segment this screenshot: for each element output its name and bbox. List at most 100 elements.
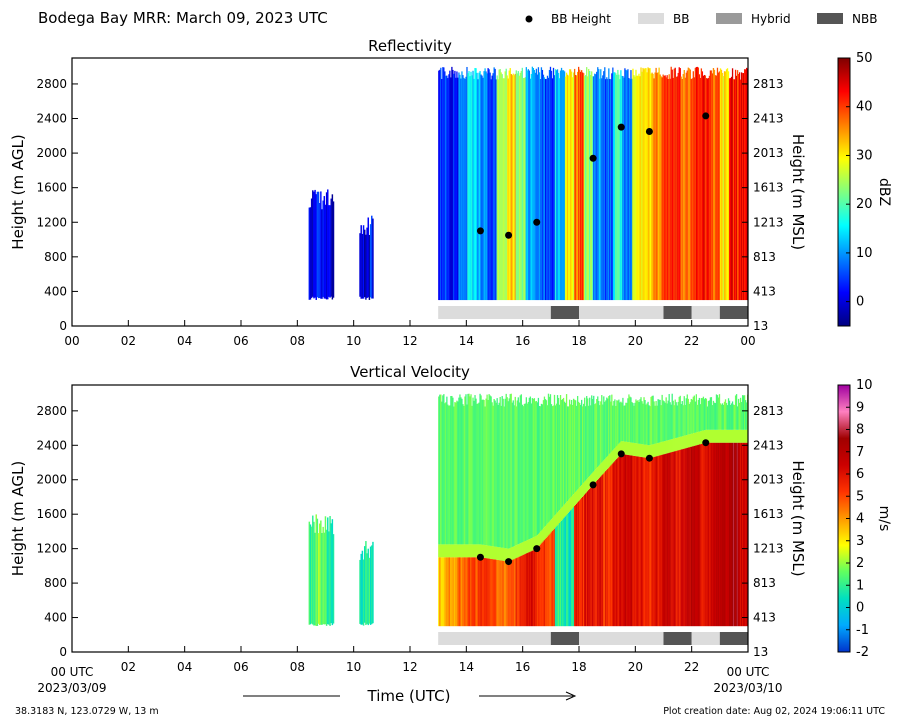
vv-cell — [623, 454, 625, 627]
vv-cell — [729, 442, 732, 627]
vv-cell — [728, 400, 731, 430]
vv-cell — [639, 443, 641, 457]
vv-cell — [497, 404, 499, 548]
echo-cell — [325, 529, 328, 626]
echo-cell — [731, 68, 734, 301]
vv-cell — [552, 405, 555, 517]
vv-cell — [543, 396, 546, 528]
vv-cell — [473, 400, 475, 545]
vv-cell — [538, 545, 541, 627]
vv-cell — [556, 512, 559, 526]
vv-cell — [511, 559, 513, 627]
legend: BB Height BB Hybrid NBB — [525, 12, 877, 26]
echo-cell — [546, 75, 549, 301]
vv-cell — [718, 394, 721, 430]
vv-cell — [456, 557, 458, 627]
vv-cell — [541, 529, 544, 543]
echo-cell — [444, 71, 446, 301]
vv-cell — [721, 442, 724, 627]
vv-cell — [641, 401, 643, 445]
vv-cell — [582, 496, 584, 627]
echo-cell — [535, 68, 538, 301]
vv-cell — [577, 488, 580, 502]
echo-cell — [540, 67, 543, 301]
echo-cell — [457, 77, 459, 301]
vv-cell — [600, 463, 602, 477]
vv-cell — [636, 456, 638, 627]
vv-cell — [559, 508, 562, 522]
echo-cell — [709, 70, 712, 301]
vv-cell — [497, 547, 499, 560]
echo-cell — [683, 70, 685, 301]
vv-cell — [555, 403, 558, 514]
vv-cell — [623, 405, 625, 442]
vv-cell — [461, 557, 463, 627]
vv-cell — [674, 438, 676, 452]
echo-cell — [624, 68, 626, 301]
echo-cell — [310, 198, 313, 298]
vv-cell — [561, 506, 564, 520]
echo-cell — [637, 75, 639, 301]
vv-cell — [498, 560, 500, 627]
vv-cell — [678, 396, 680, 438]
vv-cell — [697, 444, 700, 627]
vv-cell — [743, 442, 746, 627]
y-right-tick-label: 1213 — [753, 542, 784, 556]
echo-cell — [634, 76, 636, 301]
x-tick-label: 14 — [459, 334, 474, 348]
echo-cell — [309, 524, 312, 625]
vv-cell — [534, 536, 537, 550]
vv-cell — [472, 544, 474, 558]
vv-cell — [532, 398, 535, 538]
vv-cell — [467, 557, 469, 627]
echo-cell — [686, 70, 688, 301]
echo-cell — [733, 79, 736, 301]
vv-cell — [581, 485, 583, 498]
vv-cell — [535, 535, 538, 549]
echo-cell — [595, 74, 597, 301]
vv-cell — [696, 404, 699, 433]
echo-cell — [704, 75, 707, 301]
vv-cell — [488, 545, 490, 559]
vv-cell — [584, 494, 586, 627]
vv-cell — [726, 442, 729, 627]
y-tick-label: 2400 — [36, 438, 67, 452]
vv-cell — [646, 403, 648, 445]
vv-cell — [702, 396, 705, 431]
echo-cell — [454, 70, 456, 301]
echo-cell — [362, 225, 365, 299]
vv-cell — [521, 542, 523, 556]
vv-cell — [477, 544, 479, 558]
vv-cell — [684, 448, 686, 627]
vv-cell — [451, 544, 453, 558]
echo-cell — [576, 71, 579, 301]
vv-cell — [659, 442, 661, 456]
vv-cell — [623, 441, 625, 455]
echo-cell — [728, 78, 731, 301]
y-tick-label: 400 — [44, 611, 67, 625]
vv-cell — [615, 405, 617, 448]
x-axis-arrowhead — [565, 691, 577, 701]
vv-cell — [551, 518, 554, 532]
vv-cell — [458, 397, 460, 545]
vv-cell — [697, 399, 700, 432]
bb-height-marker — [476, 553, 484, 561]
echo-cell — [487, 68, 489, 301]
vv-cell — [593, 395, 595, 472]
vv-cell — [656, 443, 658, 457]
vv-cell — [515, 406, 517, 546]
vv-cell — [625, 441, 627, 455]
vv-cell — [525, 553, 527, 627]
vv-cell — [525, 397, 527, 541]
vv-cell — [601, 475, 603, 627]
x-tick-label: 00 — [64, 334, 79, 348]
echo-cell — [577, 66, 580, 301]
echo-cell — [575, 75, 578, 301]
echo-cell — [723, 71, 726, 301]
vv-cell — [551, 406, 554, 519]
vv-cell — [638, 402, 640, 444]
echo-cell — [705, 78, 708, 301]
vv-cell — [457, 557, 459, 627]
y-tick-label: 2000 — [36, 146, 67, 160]
vv-cell — [714, 442, 717, 627]
